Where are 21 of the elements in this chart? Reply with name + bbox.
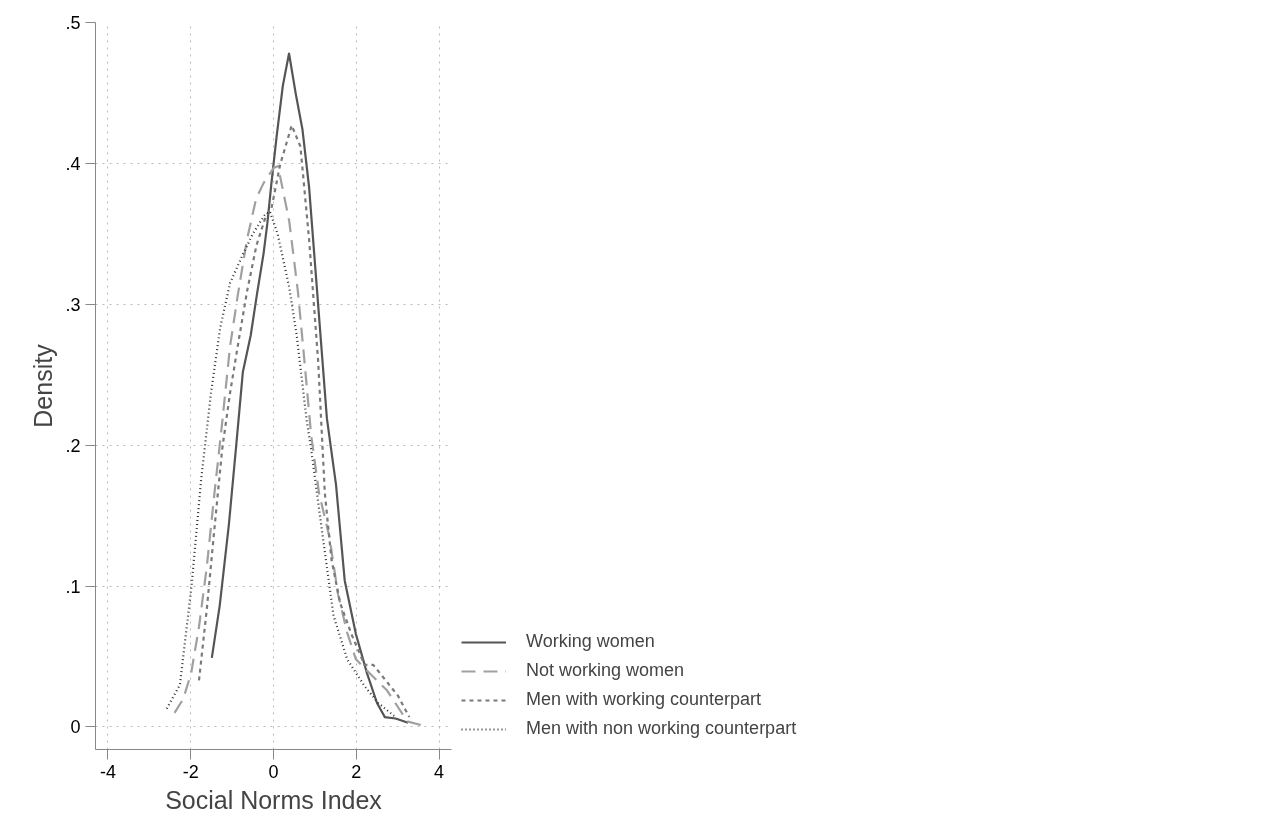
line-series [165,210,397,719]
y-tick-label: .3 [65,294,81,315]
line-series [173,165,424,727]
y-tick-label: .1 [65,576,81,597]
legend-label: Not working women [526,660,685,681]
x-axis-title: Social Norms Index [165,785,383,814]
legend-label: Men with working counterpart [526,689,762,710]
line-series [210,52,410,724]
y-tick-label: .4 [65,153,81,174]
x-tick-label: 2 [351,761,362,782]
x-tick-label: 4 [434,761,445,782]
legend-label: Men with non working counterpart [526,718,797,739]
y-tick-label: .2 [65,435,81,456]
x-tick-label: -2 [182,761,199,782]
x-tick-label: -4 [99,761,116,782]
y-tick-label: 0 [70,717,81,738]
legend-label: Working women [526,631,655,652]
x-tick-label: 0 [268,761,279,782]
y-tick-label: .5 [65,13,81,33]
y-axis-title: Density [29,343,58,428]
line-series [197,124,411,719]
